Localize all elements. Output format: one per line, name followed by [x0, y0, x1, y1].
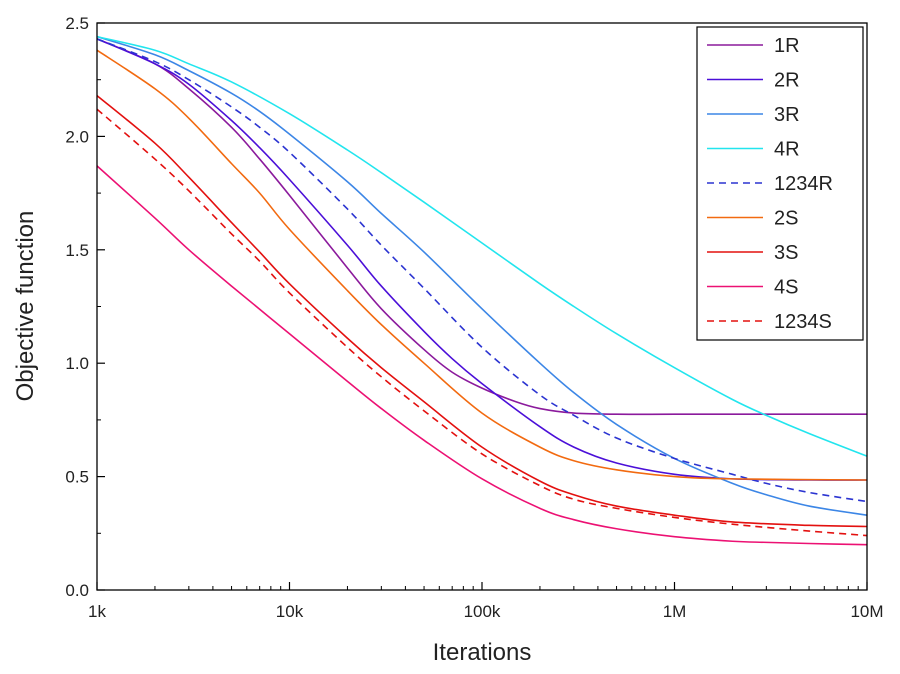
x-axis-title: Iterations	[433, 639, 532, 666]
legend-label-2R: 2R	[774, 70, 800, 92]
series-line-1234S	[96, 108, 868, 537]
series-line-2S	[96, 49, 868, 481]
x-tick-label: 1k	[88, 602, 106, 621]
y-axis: 0.0 0.5 1.0 1.5 2.0 2.5	[65, 14, 105, 600]
y-tick-label: 1.5	[65, 241, 89, 260]
x-tick-label: 1M	[663, 602, 687, 621]
legend: 1R 2R 3R 4R 1234R 2S 3S 4S 1234S	[696, 26, 864, 341]
series-line-3R	[96, 35, 868, 516]
series-line-2R	[96, 38, 868, 481]
legend-label-1234R: 1234R	[774, 173, 833, 195]
y-tick-label: 2.5	[65, 14, 89, 33]
series-line-1234R	[96, 38, 868, 503]
legend-label-4R: 4R	[774, 139, 800, 161]
legend-label-2S: 2S	[774, 208, 798, 230]
y-tick-label: 0.5	[65, 468, 89, 487]
legend-label-4S: 4S	[774, 277, 798, 299]
x-tick-label: 10M	[850, 602, 883, 621]
y-tick-label: 1.0	[65, 354, 89, 373]
y-axis-title: Objective function	[12, 211, 39, 402]
legend-label-3S: 3S	[774, 242, 798, 264]
y-tick-label: 0.0	[65, 581, 89, 600]
series-line-4S	[96, 165, 868, 546]
series-line-4R	[96, 35, 868, 457]
series-line-1R	[96, 38, 867, 416]
x-tick-label: 100k	[464, 602, 501, 621]
series-layer	[96, 35, 868, 546]
x-axis: 1k 10k 100k 1M 10M	[88, 582, 884, 621]
y-tick-label: 2.0	[65, 127, 89, 146]
x-tick-label: 10k	[276, 602, 304, 621]
legend-label-3R: 3R	[774, 104, 800, 126]
legend-label-1234S: 1234S	[774, 311, 832, 333]
series-line-3S	[96, 94, 868, 528]
legend-label-1R: 1R	[774, 35, 800, 57]
